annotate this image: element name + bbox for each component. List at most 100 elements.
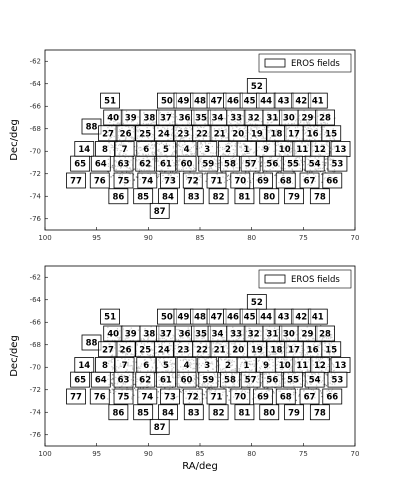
field-label: 56 xyxy=(266,376,278,386)
field-label: 33 xyxy=(230,330,242,340)
field-label: 32 xyxy=(248,330,260,340)
star xyxy=(125,171,128,174)
field-label: 28 xyxy=(319,330,331,340)
star xyxy=(272,390,274,393)
field-box xyxy=(153,341,174,358)
star xyxy=(275,387,277,389)
field-label: 75 xyxy=(118,177,130,187)
field-label: 39 xyxy=(125,330,137,340)
field-box xyxy=(108,404,129,421)
field-label: 34 xyxy=(212,330,224,340)
field-label: 78 xyxy=(314,192,326,202)
star xyxy=(262,171,265,173)
field-box xyxy=(155,371,176,388)
field-box xyxy=(206,172,227,189)
x-tick-label: 90 xyxy=(144,450,153,458)
star xyxy=(205,387,207,389)
field-label: 76 xyxy=(94,177,106,187)
y-tick-label: -68 xyxy=(30,125,41,133)
field-label: 77 xyxy=(70,393,82,403)
field-label: 41 xyxy=(312,313,324,323)
field-box xyxy=(321,341,342,358)
field-label: 40 xyxy=(107,330,119,340)
star xyxy=(319,390,322,392)
star xyxy=(176,150,178,152)
field-label: 17 xyxy=(288,129,300,139)
y-tick-label: -62 xyxy=(30,273,41,281)
star xyxy=(298,395,300,397)
star xyxy=(261,156,263,158)
field-label: 1 xyxy=(244,145,250,155)
star xyxy=(303,169,306,172)
star xyxy=(133,178,135,181)
field-box xyxy=(283,155,303,172)
star xyxy=(326,158,328,160)
field-box xyxy=(115,341,136,358)
star xyxy=(175,164,177,166)
field-box xyxy=(113,172,134,189)
star xyxy=(205,397,207,399)
field-box xyxy=(299,172,320,189)
star xyxy=(261,376,263,379)
field-label: 50 xyxy=(161,313,173,323)
field-box xyxy=(284,404,304,421)
star xyxy=(303,375,305,377)
star xyxy=(309,171,311,173)
field-box xyxy=(182,388,203,405)
field-box xyxy=(137,388,158,405)
field-label: 53 xyxy=(332,376,344,386)
field-label: 69 xyxy=(257,393,269,403)
field-label: 2 xyxy=(225,361,231,371)
star xyxy=(226,179,229,182)
star xyxy=(329,151,331,153)
legend-label: EROS fields xyxy=(291,59,340,69)
x-tick-label: 85 xyxy=(196,450,205,458)
field-label: 48 xyxy=(194,313,206,323)
field-box xyxy=(327,155,348,172)
star xyxy=(112,384,114,386)
field-box xyxy=(149,202,170,219)
field-label: 29 xyxy=(302,114,314,124)
field-label: 19 xyxy=(251,129,263,139)
field-label: 81 xyxy=(239,192,251,202)
star xyxy=(296,388,299,390)
star xyxy=(157,391,159,393)
star xyxy=(121,171,123,174)
y-tick-label: -64 xyxy=(30,296,42,304)
star xyxy=(260,373,262,376)
y-tick-label: -66 xyxy=(30,318,42,326)
field-label: 49 xyxy=(178,97,190,107)
star xyxy=(277,171,279,173)
star xyxy=(263,387,265,389)
field-label: 35 xyxy=(195,330,207,340)
star xyxy=(208,387,211,389)
star xyxy=(197,373,199,375)
field-box xyxy=(309,188,330,205)
field-box xyxy=(66,388,86,405)
x-tick-label: 75 xyxy=(299,450,308,458)
star xyxy=(133,373,135,375)
field-box xyxy=(208,188,229,205)
star xyxy=(111,378,113,381)
field-label: 44 xyxy=(260,313,272,323)
star xyxy=(226,395,229,397)
field-label: 83 xyxy=(188,408,200,418)
field-label: 86 xyxy=(112,408,124,418)
field-label: 85 xyxy=(137,192,149,202)
star xyxy=(249,180,251,182)
star xyxy=(175,171,177,173)
field-label: 14 xyxy=(78,145,90,155)
field-label: 29 xyxy=(302,330,314,340)
star xyxy=(133,145,136,148)
star xyxy=(158,173,160,175)
field-label: 71 xyxy=(211,393,223,403)
star xyxy=(164,387,166,389)
star xyxy=(217,359,219,362)
star xyxy=(195,363,198,365)
star xyxy=(303,168,305,170)
field-box xyxy=(321,125,342,142)
field-label: 84 xyxy=(162,408,174,418)
field-label: 76 xyxy=(94,393,106,403)
field-label: 42 xyxy=(295,313,307,323)
field-label: 53 xyxy=(332,160,344,170)
